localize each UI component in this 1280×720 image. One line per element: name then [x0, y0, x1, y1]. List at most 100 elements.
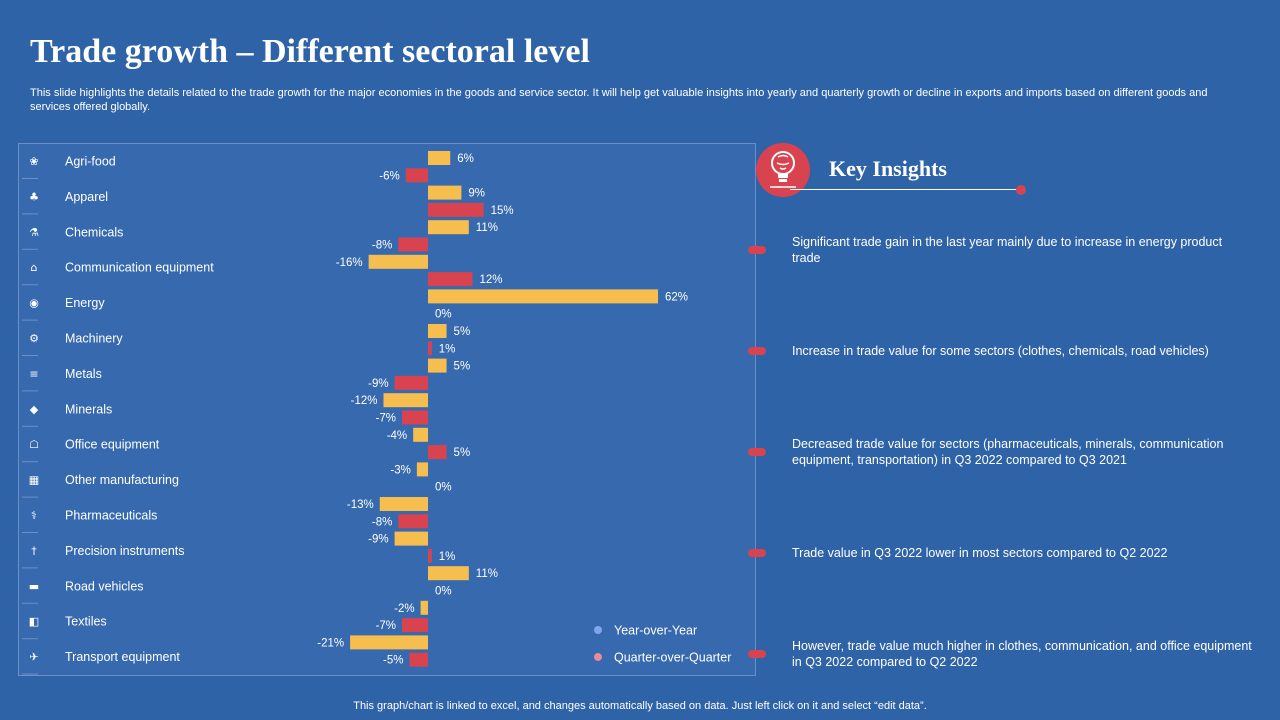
qoq-value-label: 1% — [439, 551, 456, 563]
qoq-value-label: 5% — [454, 447, 471, 459]
insight-marker — [748, 347, 766, 355]
yoy-bar[interactable] — [413, 427, 428, 442]
qoq-value-label: 0% — [435, 482, 452, 494]
yoy-bar[interactable] — [394, 531, 428, 546]
qoq-bar[interactable] — [428, 548, 432, 563]
qoq-bar[interactable] — [394, 375, 428, 390]
insight-text: However, trade value much higher in clot… — [792, 639, 1252, 669]
category-label: Energy — [65, 296, 105, 310]
qoq-bar[interactable] — [398, 514, 428, 529]
yoy-value-label: -12% — [351, 395, 378, 407]
qoq-bar[interactable] — [428, 202, 484, 217]
category-label: Metals — [65, 367, 102, 381]
qoq-bar[interactable] — [409, 652, 428, 667]
qoq-bar[interactable] — [428, 272, 473, 287]
yoy-bar[interactable] — [428, 151, 451, 165]
qoq-value-label: 12% — [480, 274, 503, 286]
legend-qoq-marker — [594, 653, 602, 661]
insight-marker — [748, 650, 766, 658]
qoq-bar[interactable] — [402, 410, 428, 425]
yoy-bar[interactable] — [428, 220, 469, 235]
category-label: Road vehicles — [65, 579, 144, 593]
category-label: Chemicals — [65, 225, 123, 239]
insight-marker — [748, 246, 766, 254]
yoy-value-label: -9% — [368, 534, 388, 546]
energy-icon: ◉ — [29, 297, 39, 310]
chemicals-icon: ⚗ — [29, 226, 39, 239]
page-title: Trade growth – Different sectoral level — [30, 33, 590, 70]
yoy-bar[interactable] — [350, 635, 428, 650]
insight-marker — [748, 448, 766, 456]
communication-equipment-icon: ⌂ — [31, 261, 38, 274]
yoy-value-label: -21% — [317, 637, 344, 649]
category-label: Transport equipment — [65, 650, 180, 664]
key-insights-title: Key Insights — [829, 156, 947, 181]
qoq-bar[interactable] — [398, 237, 428, 252]
page-subtitle: This slide highlights the details relate… — [30, 87, 1208, 113]
yoy-bar[interactable] — [368, 254, 428, 269]
qoq-bar[interactable] — [402, 618, 428, 633]
qoq-value-label: -9% — [368, 378, 388, 390]
footer-note: This graph/chart is linked to excel, and… — [353, 700, 927, 712]
yoy-value-label: -16% — [336, 257, 363, 269]
yoy-bar[interactable] — [420, 600, 428, 615]
category-label: Pharmaceuticals — [65, 509, 157, 523]
qoq-value-label: 15% — [491, 205, 514, 217]
insight-marker — [748, 549, 766, 557]
category-label: Agri-food — [65, 155, 116, 169]
qoq-value-label: -8% — [372, 516, 392, 528]
transport-equipment-icon: ✈ — [29, 651, 38, 664]
insights-divider-dot — [1016, 185, 1026, 195]
legend-qoq-label: Quarter-over-Quarter — [614, 651, 731, 665]
minerals-icon: ◆ — [30, 403, 39, 416]
yoy-bar[interactable] — [428, 289, 658, 304]
agri-food-icon: ❀ — [29, 155, 38, 168]
yoy-bar[interactable] — [428, 566, 469, 581]
metals-icon: ≡ — [29, 367, 38, 380]
yoy-value-label: 5% — [454, 326, 471, 338]
precision-instruments-icon: † — [31, 544, 37, 557]
yoy-value-label: -2% — [394, 603, 414, 615]
qoq-value-label: 1% — [439, 343, 456, 355]
qoq-bar[interactable] — [428, 445, 447, 460]
brain-bulb-icon — [756, 143, 810, 197]
road-vehicles-icon: ▬ — [29, 580, 39, 593]
trade-growth-chart[interactable]: ❀ Agri-food ♣ Apparel ⚗ Chemicals ⌂ Communicati… — [18, 143, 756, 676]
yoy-bar[interactable] — [383, 393, 428, 408]
machinery-icon: ⚙ — [29, 332, 39, 345]
qoq-bar[interactable] — [428, 341, 432, 356]
qoq-value-label: -6% — [379, 170, 399, 182]
category-label: Textiles — [65, 615, 107, 629]
legend-yoy-marker — [594, 626, 602, 634]
qoq-value-label: -7% — [376, 413, 396, 425]
yoy-value-label: 6% — [457, 153, 474, 165]
category-label: Communication equipment — [65, 261, 214, 275]
yoy-bar[interactable] — [379, 497, 428, 511]
textiles-icon: ◧ — [29, 615, 39, 628]
category-label: Other manufacturing — [65, 473, 179, 487]
category-label: Office equipment — [65, 438, 160, 452]
category-label: Minerals — [65, 402, 112, 416]
qoq-value-label: -7% — [376, 620, 396, 632]
yoy-value-label: -4% — [387, 430, 407, 442]
qoq-bar[interactable] — [405, 168, 428, 183]
legend-yoy-label: Year-over-Year — [614, 624, 697, 638]
apparel-icon: ♣ — [29, 190, 39, 203]
yoy-bar[interactable] — [416, 462, 428, 477]
qoq-value-label: 0% — [435, 309, 452, 321]
insights-divider — [790, 189, 1020, 190]
insight-text: Trade value in Q3 2022 lower in most sec… — [792, 546, 1168, 560]
qoq-value-label: -5% — [383, 655, 403, 667]
chart-panel[interactable] — [18, 143, 756, 676]
yoy-value-label: -13% — [347, 499, 374, 511]
yoy-bar[interactable] — [428, 358, 447, 373]
yoy-bar[interactable] — [428, 185, 462, 200]
category-label: Machinery — [65, 332, 123, 346]
insight-text: Significant trade gain in the last year … — [792, 235, 1223, 265]
yoy-value-label: -3% — [390, 464, 410, 476]
pharmaceuticals-icon: ⚕ — [31, 509, 37, 522]
yoy-value-label: 11% — [476, 222, 498, 234]
yoy-bar[interactable] — [428, 324, 447, 338]
qoq-value-label: -8% — [372, 240, 392, 252]
yoy-value-label: 11% — [476, 568, 498, 580]
